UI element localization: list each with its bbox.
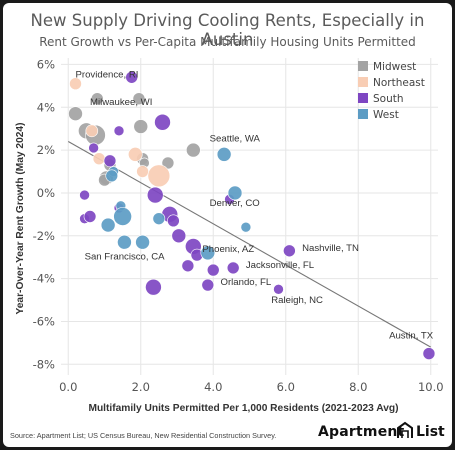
data-point [133, 119, 149, 134]
y-tick-label: 0% [37, 186, 55, 200]
legend-swatch [358, 93, 368, 103]
x-tick-label: 4.0 [204, 380, 222, 394]
data-point [206, 263, 220, 277]
data-point [422, 347, 436, 360]
data-point [167, 214, 180, 228]
data-point [79, 189, 90, 201]
data-point [283, 244, 296, 258]
legend-swatch [358, 109, 368, 119]
data-point [136, 165, 149, 178]
data-point [161, 156, 175, 170]
point-label: Jacksonville, FL [246, 260, 315, 271]
legend-swatch [358, 61, 368, 71]
y-tick-label: -2% [33, 229, 55, 243]
data-point [171, 228, 187, 244]
data-point [273, 284, 284, 295]
point-label: Austin, TX [389, 331, 434, 342]
trend-line [67, 141, 432, 348]
data-point [146, 186, 164, 204]
scatter-plot: 0.0 2.0 4.0 6.0 8.0 10.0 -8% -6% -4% -2% 0% 2% 4% 6% M… [15, 57, 444, 414]
point-label: Phoenix, AZ [202, 244, 254, 255]
data-point [113, 125, 125, 137]
legend-swatch [358, 77, 368, 87]
data-point [186, 142, 201, 158]
data-point [90, 92, 104, 105]
point-label: Providence, RI [76, 69, 139, 80]
x-axis-title: Multifamily Units Permitted Per 1,000 Re… [88, 403, 398, 414]
data-point [200, 245, 216, 261]
data-point [105, 169, 119, 183]
data-point [181, 259, 195, 273]
x-tick-label: 2.0 [132, 380, 150, 394]
x-tick-label: 10.0 [418, 380, 444, 394]
y-tick-label: 2% [37, 143, 55, 157]
data-point [69, 77, 82, 91]
brand-name-suffix: List [416, 424, 445, 440]
data-point [216, 147, 232, 162]
legend-label: West [373, 109, 399, 121]
data-point [154, 113, 171, 131]
data-point [100, 217, 116, 233]
y-tick-label: -6% [33, 314, 55, 328]
data-point [226, 261, 240, 275]
data-point [135, 234, 150, 250]
point-label: Denver, CO [210, 198, 260, 209]
data-point [68, 106, 83, 121]
y-tick-label: 6% [37, 57, 55, 71]
y-axis-title: Year-Over-Year Rent Growth (May 2024) [15, 123, 26, 315]
point-label: Milwaukee, WI [90, 97, 152, 108]
data-point [128, 147, 143, 162]
data-point [125, 70, 138, 84]
data-point [103, 154, 117, 168]
data-point [113, 207, 132, 226]
x-tick-label: 6.0 [277, 380, 295, 394]
data-point [152, 212, 166, 225]
data-point [117, 234, 132, 250]
data-point [227, 185, 243, 201]
apartment-list-logo-icon [397, 421, 413, 438]
point-label: Orlando, FL [221, 277, 272, 288]
data-point [201, 278, 215, 292]
x-tick-label: 8.0 [349, 380, 367, 394]
legend-label: Northeast [373, 77, 425, 89]
point-label: Raleigh, NC [271, 295, 323, 306]
point-label: Nashville, TN [302, 243, 359, 254]
data-point [145, 278, 162, 296]
chart-frame: New Supply Driving Cooling Rents, Especi… [3, 3, 452, 447]
x-tick-label: 0.0 [59, 380, 77, 394]
data-point [88, 142, 99, 154]
data-point [83, 210, 97, 223]
data-point [85, 124, 99, 138]
point-label: San Francisco, CA [85, 251, 166, 262]
data-point [92, 152, 106, 165]
chart-subtitle: Rent Growth vs Per-Capita Multifamily Ho… [39, 35, 416, 49]
chart-title: New Supply Driving Cooling Rents, Especi… [30, 11, 425, 49]
data-point [240, 221, 252, 233]
legend-label: South [373, 93, 404, 105]
y-tick-label: 4% [37, 100, 55, 114]
source-note: Source: Apartment List; US Census Bureau… [10, 431, 277, 440]
data-point [147, 164, 171, 188]
data-point [132, 92, 146, 105]
brand-name: Apartment [318, 424, 405, 440]
y-tick-label: -8% [33, 357, 55, 371]
legend-label: Midwest [373, 61, 416, 73]
point-label: Seattle, WA [210, 134, 261, 145]
y-tick-label: -4% [33, 272, 55, 286]
